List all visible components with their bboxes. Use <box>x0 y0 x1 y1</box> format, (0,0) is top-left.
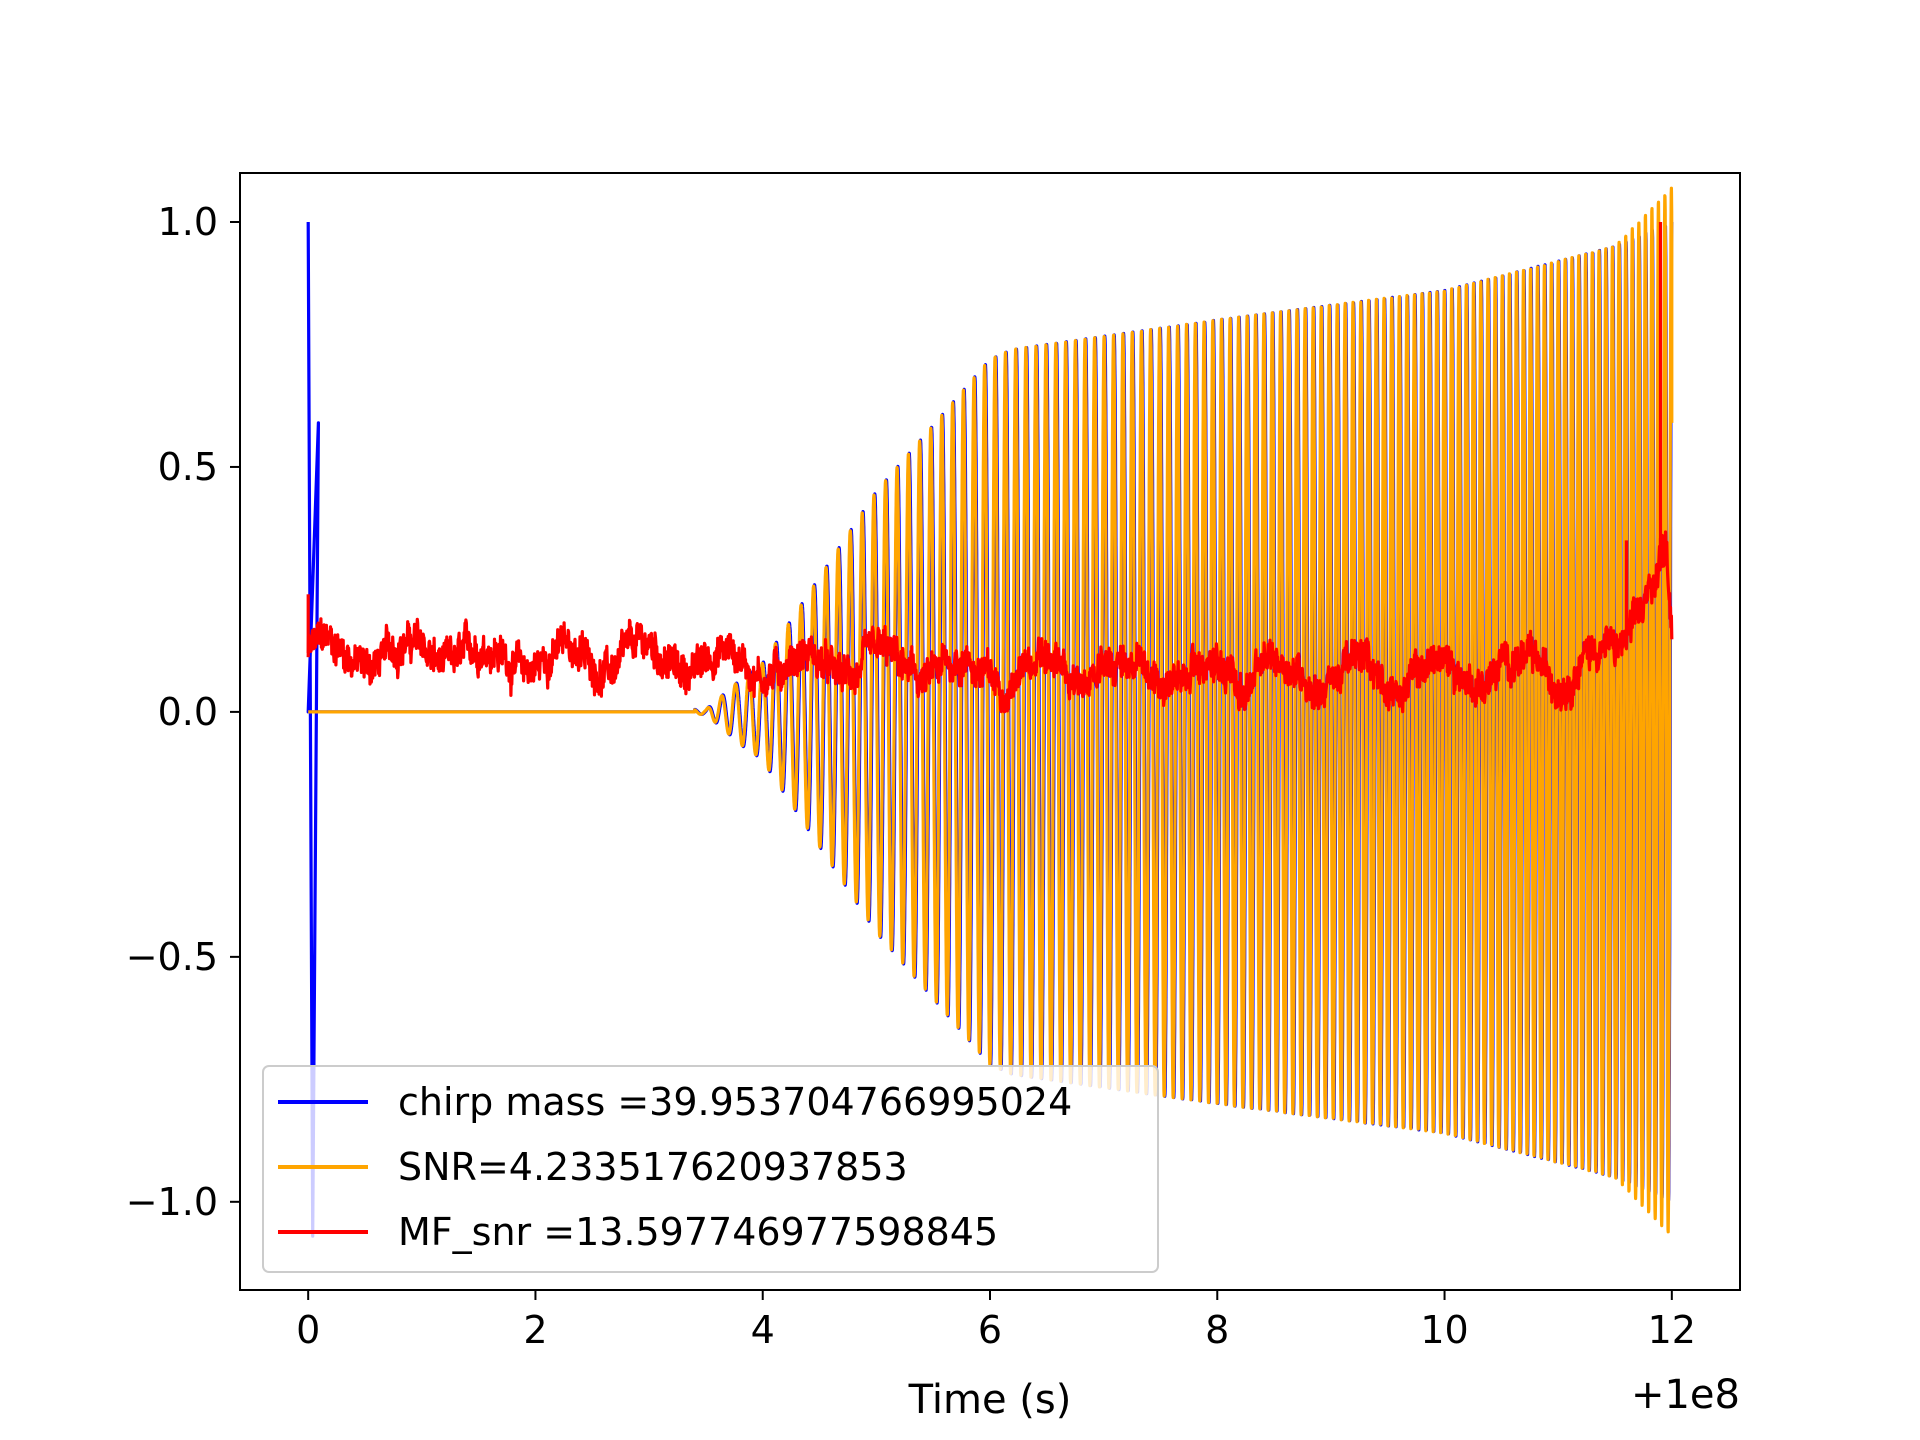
legend: chirp mass =39.953704766995024 SNR=4.2335… <box>262 1065 1159 1273</box>
y-tick-label: 1.0 <box>158 200 218 244</box>
x-axis-label: Time (s) <box>908 1377 1072 1423</box>
y-tick-label: 0.5 <box>158 445 218 489</box>
legend-label-1: SNR=4.233517620937853 <box>398 1145 908 1189</box>
legend-box <box>262 1065 1159 1273</box>
legend-label-0: chirp mass =39.953704766995024 <box>398 1080 1072 1124</box>
y-tick-label: 0.0 <box>158 690 218 734</box>
x-axis-ticks: 0 2 4 6 8 10 12 <box>296 1290 1696 1352</box>
x-tick-label: 0 <box>296 1308 320 1352</box>
series-layer <box>306 186 1674 1238</box>
x-tick-label: 4 <box>751 1308 775 1352</box>
x-tick-label: 8 <box>1205 1308 1229 1352</box>
series-line-2 <box>306 530 1674 714</box>
series-line-1 <box>306 186 1674 1234</box>
y-tick-label: −0.5 <box>126 935 218 979</box>
legend-label-2: MF_snr =13.597746977598845 <box>398 1210 998 1254</box>
x-tick-label: 2 <box>523 1308 547 1352</box>
x-tick-label: 12 <box>1648 1308 1696 1352</box>
y-axis-ticks: −1.0 −0.5 0.0 0.5 1.0 <box>126 200 240 1224</box>
x-tick-label: 6 <box>978 1308 1002 1352</box>
x-axis-offset-label: +1e8 <box>1631 1372 1740 1418</box>
x-tick-label: 10 <box>1420 1308 1468 1352</box>
y-tick-label: −1.0 <box>126 1180 218 1224</box>
